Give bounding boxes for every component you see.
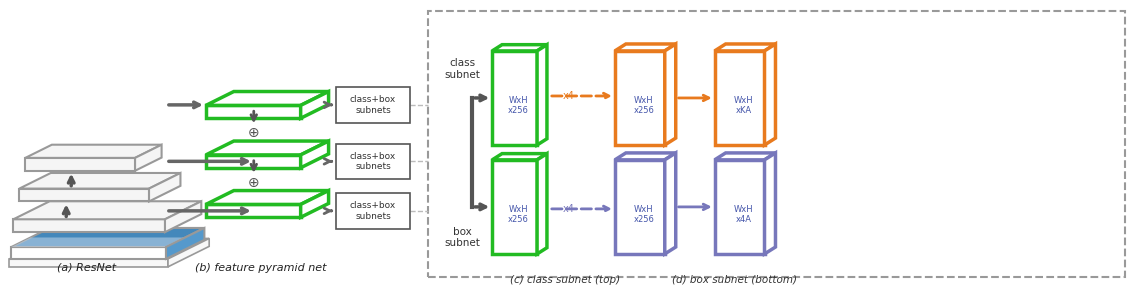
Polygon shape	[665, 153, 676, 254]
Text: x4: x4	[562, 91, 575, 101]
Text: ⊕: ⊕	[248, 176, 260, 190]
Polygon shape	[206, 155, 301, 168]
Text: WxH
x256: WxH x256	[508, 205, 530, 224]
Polygon shape	[135, 145, 162, 171]
Polygon shape	[14, 201, 202, 219]
Polygon shape	[168, 238, 209, 267]
Text: class+box
subnets: class+box subnets	[350, 201, 396, 221]
Polygon shape	[11, 238, 185, 247]
Polygon shape	[714, 160, 764, 254]
Polygon shape	[166, 228, 204, 259]
Polygon shape	[25, 145, 162, 158]
Polygon shape	[19, 173, 180, 189]
Polygon shape	[615, 153, 676, 160]
Polygon shape	[615, 160, 665, 254]
FancyBboxPatch shape	[336, 193, 411, 229]
Polygon shape	[665, 44, 676, 145]
Polygon shape	[206, 191, 329, 204]
Polygon shape	[9, 238, 209, 259]
Text: ⊕: ⊕	[248, 126, 260, 140]
Polygon shape	[206, 204, 301, 217]
FancyBboxPatch shape	[429, 11, 1125, 277]
Polygon shape	[206, 105, 301, 118]
Text: box
subnet: box subnet	[445, 227, 480, 249]
Polygon shape	[538, 45, 547, 145]
Text: (a) ResNet: (a) ResNet	[57, 263, 116, 273]
FancyBboxPatch shape	[336, 87, 411, 123]
Text: x4: x4	[562, 204, 575, 214]
Polygon shape	[492, 160, 538, 254]
Polygon shape	[11, 228, 204, 247]
Polygon shape	[615, 51, 665, 145]
Polygon shape	[764, 153, 776, 254]
Polygon shape	[538, 154, 547, 254]
Polygon shape	[9, 259, 168, 267]
Text: class+box
subnets: class+box subnets	[350, 95, 396, 115]
Polygon shape	[714, 51, 764, 145]
Polygon shape	[714, 153, 776, 160]
Text: WxH
x256: WxH x256	[508, 96, 530, 115]
Text: WxH
x4A: WxH x4A	[734, 205, 753, 224]
Polygon shape	[25, 158, 135, 171]
Polygon shape	[714, 44, 776, 51]
Polygon shape	[492, 51, 538, 145]
Text: class+box
subnets: class+box subnets	[350, 152, 396, 171]
Polygon shape	[301, 141, 329, 168]
Text: WxH
x256: WxH x256	[634, 96, 654, 115]
Polygon shape	[301, 191, 329, 217]
Polygon shape	[492, 45, 547, 51]
Text: WxH
x256: WxH x256	[634, 205, 654, 224]
Polygon shape	[615, 44, 676, 51]
Polygon shape	[14, 219, 164, 232]
Polygon shape	[206, 141, 329, 155]
Polygon shape	[11, 247, 166, 259]
Polygon shape	[19, 188, 149, 202]
Polygon shape	[764, 44, 776, 145]
Polygon shape	[206, 92, 329, 105]
Text: WxH
xKA: WxH xKA	[734, 96, 753, 115]
Text: class
subnet: class subnet	[445, 58, 480, 80]
FancyBboxPatch shape	[336, 144, 411, 179]
Text: (b) feature pyramid net: (b) feature pyramid net	[195, 263, 327, 273]
Text: (d) box subnet (bottom): (d) box subnet (bottom)	[672, 275, 797, 285]
Text: (c) class subnet (top): (c) class subnet (top)	[510, 275, 620, 285]
Polygon shape	[164, 201, 202, 232]
Polygon shape	[149, 173, 180, 202]
Polygon shape	[492, 154, 547, 160]
Polygon shape	[301, 92, 329, 118]
